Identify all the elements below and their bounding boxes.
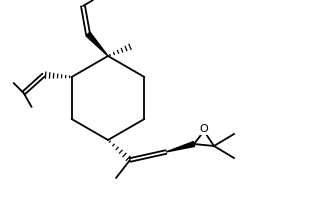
- Polygon shape: [166, 142, 195, 152]
- Polygon shape: [86, 32, 108, 56]
- Text: O: O: [200, 124, 208, 134]
